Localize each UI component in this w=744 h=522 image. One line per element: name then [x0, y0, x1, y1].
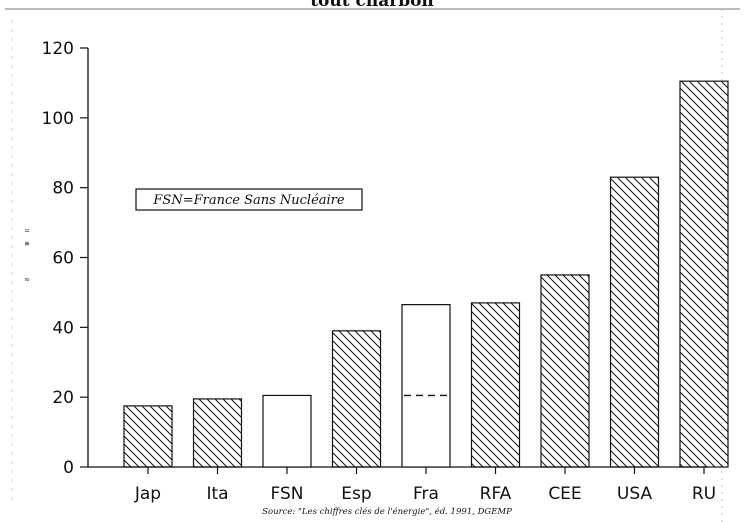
bar-ru: [679, 80, 729, 468]
bar-fra: [401, 304, 451, 468]
y-tick-label: 100: [42, 109, 74, 129]
bars: [123, 80, 729, 468]
x-tick-label-usa: USA: [617, 484, 653, 504]
x-tick-label-esp: Esp: [341, 484, 371, 504]
svg-text:=: =: [25, 226, 30, 235]
y-axis-label-fragment: = ≡ ≈: [25, 226, 30, 284]
y-tick-label: 60: [52, 249, 74, 269]
svg-text:≡: ≡: [25, 239, 30, 248]
source-note: Source: "Les chiffres clés de l'énergie"…: [262, 506, 512, 517]
bar-jap: [123, 405, 173, 468]
x-tick-label-rfa: RFA: [480, 484, 512, 504]
x-tick-label-jap: Jap: [134, 484, 161, 504]
x-tick-label-ita: Ita: [206, 484, 228, 504]
bar-fsn: [262, 394, 312, 468]
bar-usa: [609, 176, 660, 468]
y-tick-label: 20: [52, 388, 74, 408]
y-tick-label: 40: [52, 318, 74, 338]
annotation-box: FSN=France Sans Nucléaire: [135, 188, 363, 211]
x-tick-label-fsn: FSN: [271, 484, 304, 504]
x-tick-label-ru: RU: [692, 484, 716, 504]
y-axis: 0 20 40 60 80 100 120: [42, 39, 89, 478]
page-title: tout charbon: [310, 0, 434, 11]
annotation-text: FSN=France Sans Nucléaire: [152, 193, 344, 208]
y-tick-label: 80: [52, 179, 74, 199]
y-tick-label: 0: [63, 458, 74, 478]
category-labels: Jap Ita FSN Esp Fra RFA CEE USA RU: [134, 484, 716, 504]
bar-rfa: [470, 302, 521, 468]
bar-cee: [540, 274, 590, 468]
svg-text:≈: ≈: [25, 275, 30, 284]
x-axis: [88, 466, 708, 474]
x-tick-label-cee: CEE: [548, 484, 581, 504]
bar-ita: [192, 398, 243, 468]
y-tick-label: 120: [42, 39, 74, 59]
x-tick-label-fra: Fra: [413, 484, 439, 504]
bar-esp: [331, 330, 382, 468]
